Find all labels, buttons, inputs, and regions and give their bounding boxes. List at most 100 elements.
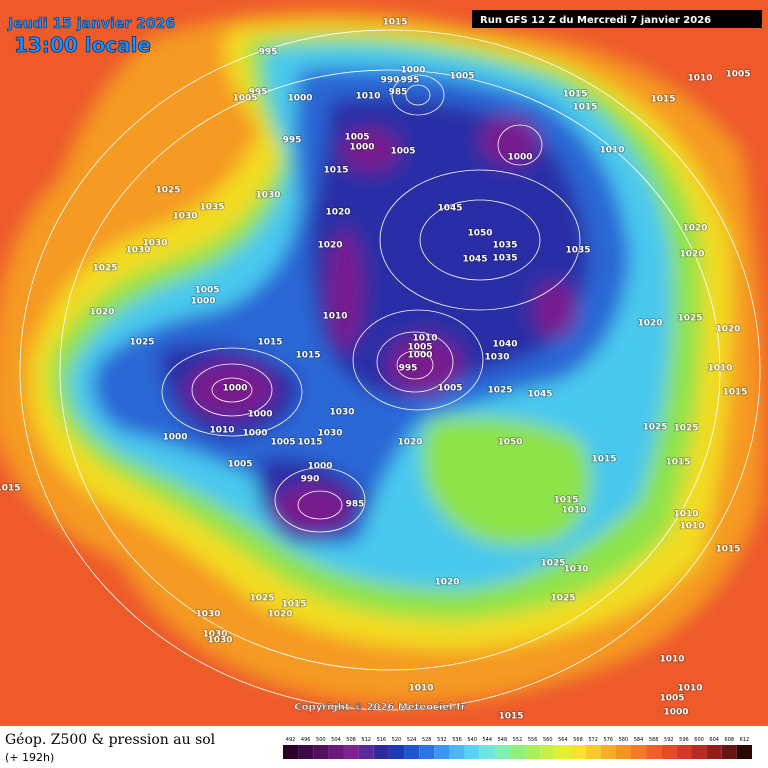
pressure-label: 1020: [637, 319, 662, 329]
pressure-label: 1015: [722, 388, 747, 398]
pressure-label: 1025: [155, 186, 180, 196]
pressure-label: 1045: [462, 255, 487, 265]
pressure-label: 1030: [329, 408, 354, 418]
lead-time: (+ 192h): [5, 751, 54, 764]
legend-level: 576: [604, 737, 614, 743]
pressure-label: 1010: [322, 312, 347, 322]
pressure-label: 1030: [172, 212, 197, 222]
pressure-label: 1015: [553, 496, 578, 506]
pressure-label: 1020: [89, 308, 114, 318]
pressure-label: 1010: [687, 74, 712, 84]
pressure-label: 1030: [317, 429, 342, 439]
legend-level: 516: [377, 737, 387, 743]
pressure-label: 1000: [222, 384, 247, 394]
pressure-label: 1050: [467, 229, 492, 239]
product-title: Géop. Z500 & pression au sol: [5, 732, 216, 748]
legend-swatch: [313, 745, 329, 759]
pressure-label: 1040: [492, 340, 517, 350]
copyright: Copyright © 2026 Meteociel.fr: [294, 702, 465, 713]
legend-swatch: [449, 745, 465, 759]
legend-swatch: [646, 745, 662, 759]
pressure-label: 1035: [492, 241, 517, 251]
run-box: [472, 10, 762, 28]
pressure-label: 1015: [281, 600, 306, 610]
legend-swatch: [479, 745, 495, 759]
pressure-label: 1020: [325, 208, 350, 218]
legend-swatch: [298, 745, 314, 759]
run-info: Run GFS 12 Z du Mercredi 7 janvier 2026: [480, 15, 711, 26]
pressure-label: 990: [301, 475, 320, 485]
legend-level: 564: [558, 737, 568, 743]
legend-level: 580: [619, 737, 629, 743]
pressure-label: 1015: [323, 166, 348, 176]
pressure-label: 1000: [407, 351, 432, 361]
pressure-label: 1000: [507, 153, 532, 163]
pressure-label: 1015: [650, 95, 675, 105]
legend-swatch: [419, 745, 435, 759]
legend-level: 612: [740, 737, 750, 743]
pressure-label: 995: [259, 48, 278, 58]
pressure-label: 1025: [550, 594, 575, 604]
legend-swatch: [570, 745, 586, 759]
pressure-label: 1025: [540, 559, 565, 569]
pressure-label: 1030: [142, 239, 167, 249]
legend-level: 608: [725, 737, 735, 743]
legend-swatch: [615, 745, 631, 759]
pressure-label: 1020: [267, 610, 292, 620]
pressure-label: 1015: [498, 712, 523, 722]
pressure-label: 1010: [599, 146, 624, 156]
pressure-label: 1010: [677, 684, 702, 694]
legend-level: 520: [392, 737, 402, 743]
pressure-label: 1000: [242, 429, 267, 439]
pressure-label: 1025: [92, 264, 117, 274]
legend-swatch: [585, 745, 601, 759]
pressure-label: 1045: [527, 390, 552, 400]
pressure-label: 1030: [255, 191, 280, 201]
pressure-label: 1005: [194, 286, 219, 296]
pressure-label: 995: [283, 136, 302, 146]
legend-swatch: [434, 745, 450, 759]
forecast-time: 13:00 locale: [14, 33, 151, 57]
forecast-date: Jeudi 15 janvier 2026: [7, 16, 175, 32]
pressure-label: 1000: [307, 462, 332, 472]
pressure-label: 1010: [412, 334, 437, 344]
legend-swatch: [706, 745, 722, 759]
legend-swatch: [388, 745, 405, 759]
legend-level: 572: [588, 737, 598, 743]
pressure-label: 1005: [407, 343, 432, 353]
pressure-label: 1025: [673, 424, 698, 434]
legend-level: 492: [286, 737, 296, 743]
legend-swatch: [404, 745, 420, 759]
pressure-label: 1025: [642, 423, 667, 433]
pressure-label: 1020: [317, 241, 342, 251]
pressure-label: 1020: [434, 578, 459, 588]
pressure-label: 985: [389, 88, 408, 98]
pressure-label: 1025: [129, 338, 154, 348]
pressure-label: 1000: [349, 143, 374, 153]
pressure-label: 1010: [659, 655, 684, 665]
pressure-label: 995: [401, 76, 420, 86]
legend-level: 588: [649, 737, 659, 743]
legend-swatch: [630, 745, 647, 759]
pressure-label: 1050: [497, 438, 522, 448]
legend-level: 556: [528, 737, 538, 743]
pressure-label: 1010: [408, 684, 433, 694]
legend-level: 536: [452, 737, 462, 743]
pressure-label: 1025: [677, 314, 702, 324]
pressure-label: 1000: [162, 433, 187, 443]
legend-swatch: [736, 745, 752, 759]
pressure-label: 1030: [195, 610, 220, 620]
pressure-label: 1000: [287, 94, 312, 104]
legend-level: 496: [301, 737, 311, 743]
pressure-label: 1015: [715, 545, 740, 555]
pressure-label: 985: [346, 500, 365, 510]
legend-swatch: [464, 745, 480, 759]
pressure-label: 1035: [492, 254, 517, 264]
pressure-label: 1020: [682, 224, 707, 234]
legend-level: 548: [498, 737, 508, 743]
color-legend: 492 496 500 504 508 512 516 520 524 528 532 536 540 5…: [283, 737, 752, 759]
legend-level: 568: [573, 737, 583, 743]
legend-level: 504: [331, 737, 341, 743]
pressure-label: 1045: [437, 204, 462, 214]
